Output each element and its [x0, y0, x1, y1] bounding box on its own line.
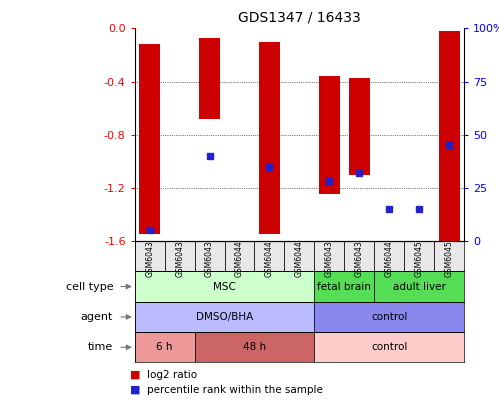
Text: ■: ■: [130, 370, 140, 379]
Text: GSM60437: GSM60437: [175, 235, 184, 277]
Text: GSM60450: GSM60450: [415, 235, 424, 277]
Bar: [319, 76, 340, 194]
Text: log2 ratio: log2 ratio: [147, 370, 197, 379]
Text: MSC: MSC: [213, 281, 236, 292]
Bar: [404, 241, 434, 271]
Text: agent: agent: [81, 312, 113, 322]
Text: GSM60444: GSM60444: [295, 235, 304, 277]
Text: fetal brain: fetal brain: [317, 281, 371, 292]
Bar: [165, 241, 195, 271]
Bar: [349, 77, 370, 175]
Text: ■: ■: [130, 385, 140, 395]
Text: GSM60434: GSM60434: [355, 235, 364, 277]
Text: GSM60442: GSM60442: [265, 235, 274, 277]
Bar: [135, 241, 165, 271]
Text: time: time: [88, 342, 113, 352]
Bar: [195, 332, 314, 362]
Bar: [199, 38, 220, 119]
Text: DMSO/BHA: DMSO/BHA: [196, 312, 253, 322]
Bar: [314, 271, 374, 302]
Bar: [135, 332, 195, 362]
Text: GSM60451: GSM60451: [445, 235, 454, 277]
Text: GSM60438: GSM60438: [205, 235, 214, 277]
Bar: [135, 271, 314, 302]
Text: control: control: [371, 342, 407, 352]
Bar: [439, 31, 460, 241]
Text: cell type: cell type: [65, 281, 113, 292]
Title: GDS1347 / 16433: GDS1347 / 16433: [238, 11, 361, 24]
Text: adult liver: adult liver: [393, 281, 446, 292]
Bar: [434, 241, 464, 271]
Bar: [314, 302, 464, 332]
Bar: [254, 241, 284, 271]
Text: control: control: [371, 312, 407, 322]
Bar: [135, 302, 314, 332]
Bar: [314, 241, 344, 271]
Bar: [195, 241, 225, 271]
Bar: [314, 332, 464, 362]
Bar: [344, 241, 374, 271]
Text: GSM60433: GSM60433: [325, 235, 334, 277]
Bar: [284, 241, 314, 271]
Bar: [225, 241, 254, 271]
Text: percentile rank within the sample: percentile rank within the sample: [147, 385, 323, 395]
Text: GSM60436: GSM60436: [145, 235, 154, 277]
Text: 48 h: 48 h: [243, 342, 266, 352]
Text: GSM60440: GSM60440: [235, 235, 244, 277]
Text: 6 h: 6 h: [156, 342, 173, 352]
Bar: [259, 42, 280, 234]
Bar: [374, 241, 404, 271]
Text: GSM60448: GSM60448: [385, 235, 394, 277]
Bar: [374, 271, 464, 302]
Bar: [139, 44, 160, 234]
